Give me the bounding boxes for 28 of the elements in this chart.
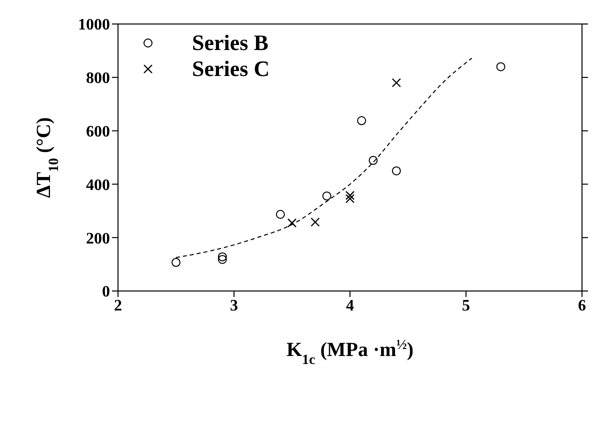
x-tick-label: 3 bbox=[230, 297, 238, 314]
y-tick-label: 800 bbox=[86, 70, 110, 88]
point bbox=[392, 78, 401, 88]
x-axis-title: K$_{1c}$ (MPa ·m$^{½}$) bbox=[286, 338, 414, 368]
point bbox=[310, 218, 320, 227]
point bbox=[218, 252, 227, 262]
point bbox=[287, 218, 297, 228]
point bbox=[392, 166, 401, 176]
y-tick-label: 600 bbox=[86, 123, 110, 140]
legend-label: Series C bbox=[192, 56, 270, 82]
point bbox=[172, 258, 180, 267]
x-tick-label: 5 bbox=[462, 297, 470, 314]
point bbox=[368, 156, 378, 165]
y-tick-label: 1000 bbox=[78, 16, 110, 34]
legend-label: Series B bbox=[192, 30, 268, 56]
point bbox=[345, 190, 355, 200]
x-tick-label: 6 bbox=[578, 297, 586, 314]
x-tick-label: 2 bbox=[114, 297, 122, 314]
y-tick-label: 0 bbox=[102, 284, 110, 301]
point bbox=[357, 116, 366, 126]
point bbox=[345, 194, 355, 204]
point bbox=[218, 254, 227, 264]
point bbox=[496, 62, 506, 72]
point bbox=[276, 210, 285, 219]
y-tick-label: 400 bbox=[86, 176, 110, 194]
point bbox=[322, 191, 332, 200]
x-tick-label: 4 bbox=[346, 297, 354, 314]
y-tick-label: 200 bbox=[86, 230, 110, 248]
